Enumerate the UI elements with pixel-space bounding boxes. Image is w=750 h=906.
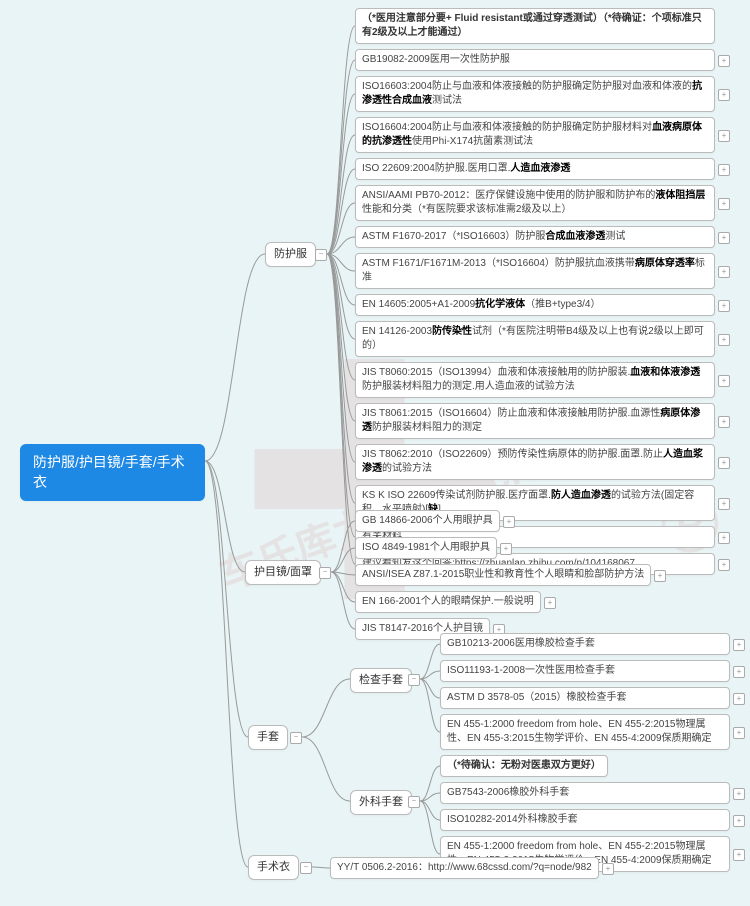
goggles-item-2[interactable]: ANSI/ISEA Z87.1-2015职业性和教育性个人眼睛和脸部防护方法 [355, 564, 651, 586]
expand-ppe-11[interactable]: + [718, 457, 730, 469]
expand-ppe-6[interactable]: + [718, 266, 730, 278]
ppe-item-4[interactable]: ANSI/AAMI PB70-2012：医疗保健设施中使用的防护服和防护布的液体… [355, 185, 715, 221]
expand-gown-0[interactable]: + [602, 863, 614, 875]
ppe-item-8[interactable]: EN 14126-2003防传染性试剂（*有医院注明带B4级及以上也有说2级以上… [355, 321, 715, 357]
toggle-gown[interactable]: − [300, 862, 312, 874]
gown-item-0[interactable]: YY/T 0506.2-2016：http://www.68cssd.com/?… [330, 857, 599, 879]
exam-item-3[interactable]: EN 455-1:2000 freedom from hole、EN 455-2… [440, 714, 730, 750]
expand-ppe-5[interactable]: + [718, 232, 730, 244]
expand-goggles-3[interactable]: + [544, 597, 556, 609]
expand-ppe-4[interactable]: + [718, 198, 730, 210]
ppe-header: （*医用注意部分要+ Fluid resistant或通过穿透测试）（*待确证：… [355, 8, 715, 44]
expand-surg-0[interactable]: + [733, 788, 745, 800]
goggles-item-1[interactable]: ISO 4849-1981个人用眼护具 [355, 537, 497, 559]
ppe-item-11[interactable]: JIS T8062:2010（ISO22609）预防传染性病原体的防护服.面罩.… [355, 444, 715, 480]
branch-gloves[interactable]: 手套 [248, 725, 288, 750]
ppe-item-3[interactable]: ISO 22609:2004防护服.医用口罩.人造血液渗透 [355, 158, 715, 180]
ppe-item-7[interactable]: EN 14605:2005+A1-2009抗化学液体（推B+type3/4） [355, 294, 715, 316]
toggle-gloves[interactable]: − [290, 732, 302, 744]
expand-exam-0[interactable]: + [733, 639, 745, 651]
expand-ppe-7[interactable]: + [718, 300, 730, 312]
branch-exam-gloves[interactable]: 检查手套 [350, 668, 412, 693]
ppe-item-0[interactable]: GB19082-2009医用一次性防护服 [355, 49, 715, 71]
branch-goggles[interactable]: 护目镜/面罩 [245, 560, 321, 585]
surg-item-0[interactable]: GB7543-2006橡胶外科手套 [440, 782, 730, 804]
expand-ppe-2[interactable]: + [718, 130, 730, 142]
ppe-item-9[interactable]: JIS T8060:2015（ISO13994）血液和体液接触用的防护服装.血液… [355, 362, 715, 398]
goggles-item-3[interactable]: EN 166-2001个人的眼睛保护.一般说明 [355, 591, 541, 613]
expand-exam-1[interactable]: + [733, 666, 745, 678]
expand-goggles-1[interactable]: + [500, 543, 512, 555]
toggle-goggles[interactable]: − [319, 567, 331, 579]
expand-ppe-0[interactable]: + [718, 55, 730, 67]
toggle-surg[interactable]: − [408, 796, 420, 808]
ppe-item-1[interactable]: ISO16603:2004防止与血液和体液接触的防护服确定防护服对血液和体液的抗… [355, 76, 715, 112]
expand-exam-2[interactable]: + [733, 693, 745, 705]
expand-surg-2[interactable]: + [733, 849, 745, 861]
expand-ppe-3[interactable]: + [718, 164, 730, 176]
exam-item-0[interactable]: GB10213-2006医用橡胶检查手套 [440, 633, 730, 655]
mindmap-canvas: 车氏库力 Tiniw.cn ® 防护服/护目镜/手套/手术衣防护服−（*医用注意… [0, 0, 750, 906]
expand-ppe-9[interactable]: + [718, 375, 730, 387]
branch-ppe[interactable]: 防护服 [265, 242, 316, 267]
expand-goggles-2[interactable]: + [654, 570, 666, 582]
branch-gown[interactable]: 手术衣 [248, 855, 299, 880]
ppe-item-6[interactable]: ASTM F1671/F1671M-2013（*ISO16604）防护服抗血液携… [355, 253, 715, 289]
goggles-item-0[interactable]: GB 14866-2006个人用眼护具 [355, 510, 500, 532]
expand-surg-1[interactable]: + [733, 815, 745, 827]
ppe-item-10[interactable]: JIS T8061:2015（ISO16604）防止血液和体液接触用防护服.血源… [355, 403, 715, 439]
expand-ppe-1[interactable]: + [718, 89, 730, 101]
expand-ppe-14[interactable]: + [718, 559, 730, 571]
toggle-ppe[interactable]: − [315, 249, 327, 261]
surg-header: （*待确认：无粉对医患双方更好） [440, 755, 608, 777]
expand-goggles-0[interactable]: + [503, 516, 515, 528]
expand-ppe-12[interactable]: + [718, 498, 730, 510]
root-node[interactable]: 防护服/护目镜/手套/手术衣 [20, 444, 205, 501]
branch-surg-gloves[interactable]: 外科手套 [350, 790, 412, 815]
expand-exam-3[interactable]: + [733, 727, 745, 739]
surg-item-1[interactable]: ISO10282-2014外科橡胶手套 [440, 809, 730, 831]
ppe-item-5[interactable]: ASTM F1670-2017（*ISO16603）防护服合成血液渗透测试 [355, 226, 715, 248]
toggle-exam[interactable]: − [408, 674, 420, 686]
exam-item-2[interactable]: ASTM D 3578-05（2015）橡胶检查手套 [440, 687, 730, 709]
exam-item-1[interactable]: ISO11193-1-2008一次性医用检查手套 [440, 660, 730, 682]
expand-ppe-13[interactable]: + [718, 532, 730, 544]
expand-ppe-10[interactable]: + [718, 416, 730, 428]
ppe-item-2[interactable]: ISO16604:2004防止与血液和体液接触的防护服确定防护服材料对血液病原体… [355, 117, 715, 153]
expand-ppe-8[interactable]: + [718, 334, 730, 346]
